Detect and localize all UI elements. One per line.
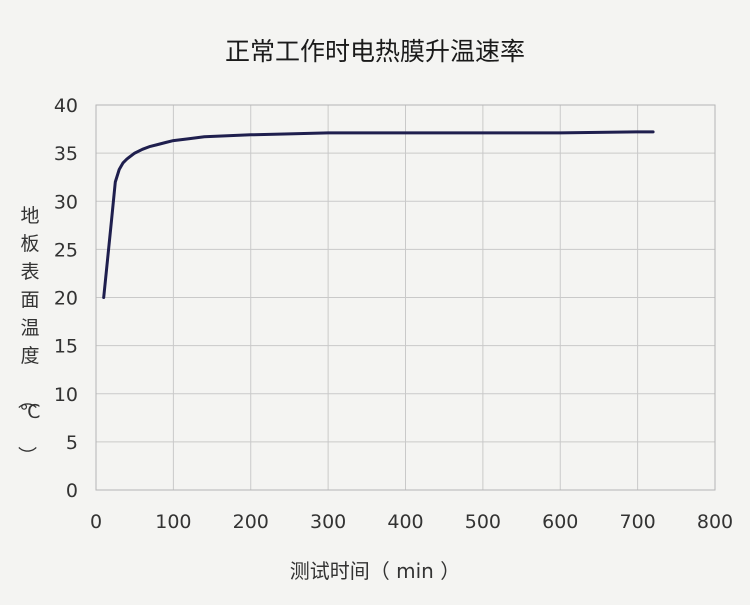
y-tick-label: 0: [66, 480, 78, 502]
x-tick-label: 700: [619, 511, 655, 533]
x-axis-ticks: 0 100 200 300 400 500 600 700 800: [90, 511, 733, 533]
grid: [95, 104, 716, 491]
x-tick-label: 300: [310, 511, 346, 533]
y-tick-label: 30: [54, 191, 78, 213]
x-tick-label: 100: [155, 511, 191, 533]
y-axis-label-char: 面: [20, 289, 39, 311]
y-axis-label-char: 地: [20, 205, 39, 227]
y-tick-label: 25: [54, 239, 78, 261]
y-axis-label-char: 度: [20, 345, 39, 367]
y-tick-label: 20: [54, 288, 78, 310]
y-axis-label-char: 板: [20, 233, 39, 255]
chart-title: 正常工作时电热膜升温速率: [225, 37, 525, 66]
y-axis-label-char: ℃: [19, 401, 40, 423]
y-axis-label-char: 表: [20, 261, 39, 283]
x-tick-label: 600: [542, 511, 578, 533]
plot-frame: [95, 104, 716, 491]
x-tick-label: 500: [465, 511, 501, 533]
y-axis-label-char: ）: [15, 446, 37, 465]
y-axis-ticks: 0 5 10 15 20 25 30 35 40: [54, 95, 78, 502]
y-tick-label: 15: [54, 336, 78, 358]
y-axis-label: 地板表面温度 （℃ ）: [15, 205, 40, 465]
y-tick-label: 10: [54, 384, 78, 406]
x-tick-label: 200: [233, 511, 269, 533]
x-tick-label: 0: [90, 511, 102, 533]
x-tick-label: 400: [387, 511, 423, 533]
y-tick-label: 5: [66, 432, 78, 454]
series-layer: [102, 130, 655, 299]
y-axis-label-char: （: [15, 390, 37, 409]
x-tick-label: 800: [697, 511, 733, 533]
series-line: [102, 130, 655, 299]
y-axis-label-char: 温: [20, 317, 39, 339]
y-tick-label: 35: [54, 143, 78, 165]
x-axis-label: 测试时间（ min ）: [290, 559, 460, 583]
y-tick-label: 40: [54, 95, 78, 117]
